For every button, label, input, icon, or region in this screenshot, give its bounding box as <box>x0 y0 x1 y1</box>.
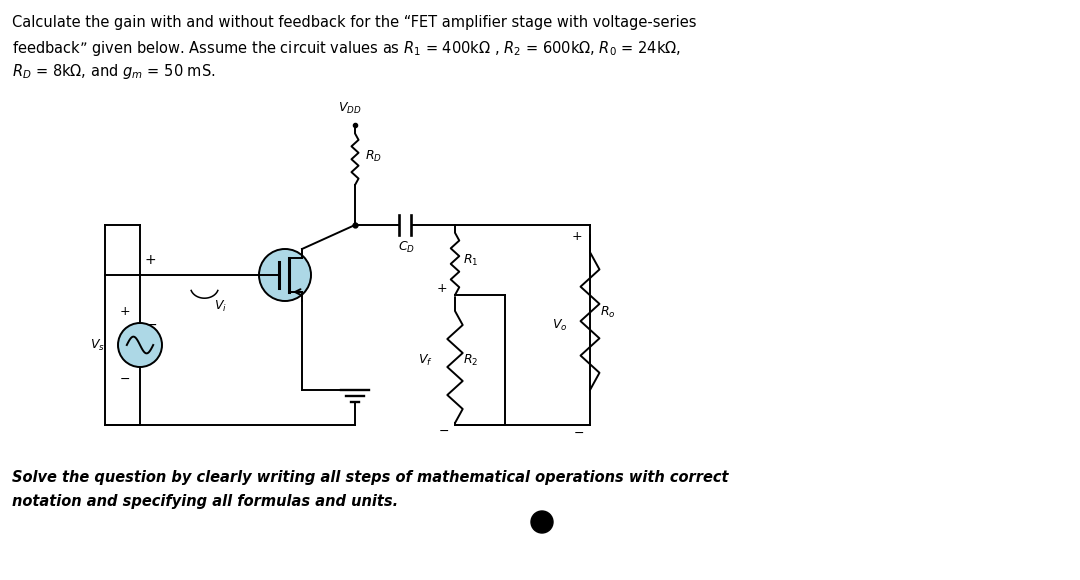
Text: $R_2$: $R_2$ <box>463 353 478 368</box>
Text: $R_D$ = 8k$\Omega$, and $g_m$ = 50 mS.: $R_D$ = 8k$\Omega$, and $g_m$ = 50 mS. <box>12 62 216 81</box>
Text: $V_{DD}$: $V_{DD}$ <box>338 101 362 116</box>
Text: $-$: $-$ <box>145 317 158 331</box>
Text: $-$: $-$ <box>572 426 584 439</box>
Circle shape <box>259 249 311 301</box>
Text: $V_i$: $V_i$ <box>215 299 228 314</box>
Text: notation and specifying all formulas and units.: notation and specifying all formulas and… <box>12 494 399 509</box>
Text: $C_D$: $C_D$ <box>399 240 416 255</box>
Text: +: + <box>571 230 582 243</box>
Circle shape <box>118 323 162 367</box>
Text: $R_o$: $R_o$ <box>600 305 616 320</box>
Circle shape <box>531 511 553 533</box>
Text: $R_D$: $R_D$ <box>365 148 382 164</box>
Text: +: + <box>120 305 131 318</box>
Text: +: + <box>436 282 447 295</box>
Text: $-$: $-$ <box>120 372 131 385</box>
Text: $V_s$: $V_s$ <box>90 338 105 353</box>
Text: $V_f$: $V_f$ <box>418 353 433 368</box>
Text: $-$: $-$ <box>437 424 449 437</box>
Text: $R_1$: $R_1$ <box>463 252 478 267</box>
Text: Calculate the gain with and without feedback for the “FET amplifier stage with v: Calculate the gain with and without feed… <box>12 15 697 30</box>
Text: feedback” given below. Assume the circuit values as $R_1$ = 400k$\Omega$ , $R_2$: feedback” given below. Assume the circui… <box>12 38 681 57</box>
Text: Solve the question by clearly writing all steps of mathematical operations with : Solve the question by clearly writing al… <box>12 470 729 485</box>
Text: $V_o$: $V_o$ <box>553 317 568 332</box>
Text: +: + <box>145 253 157 267</box>
